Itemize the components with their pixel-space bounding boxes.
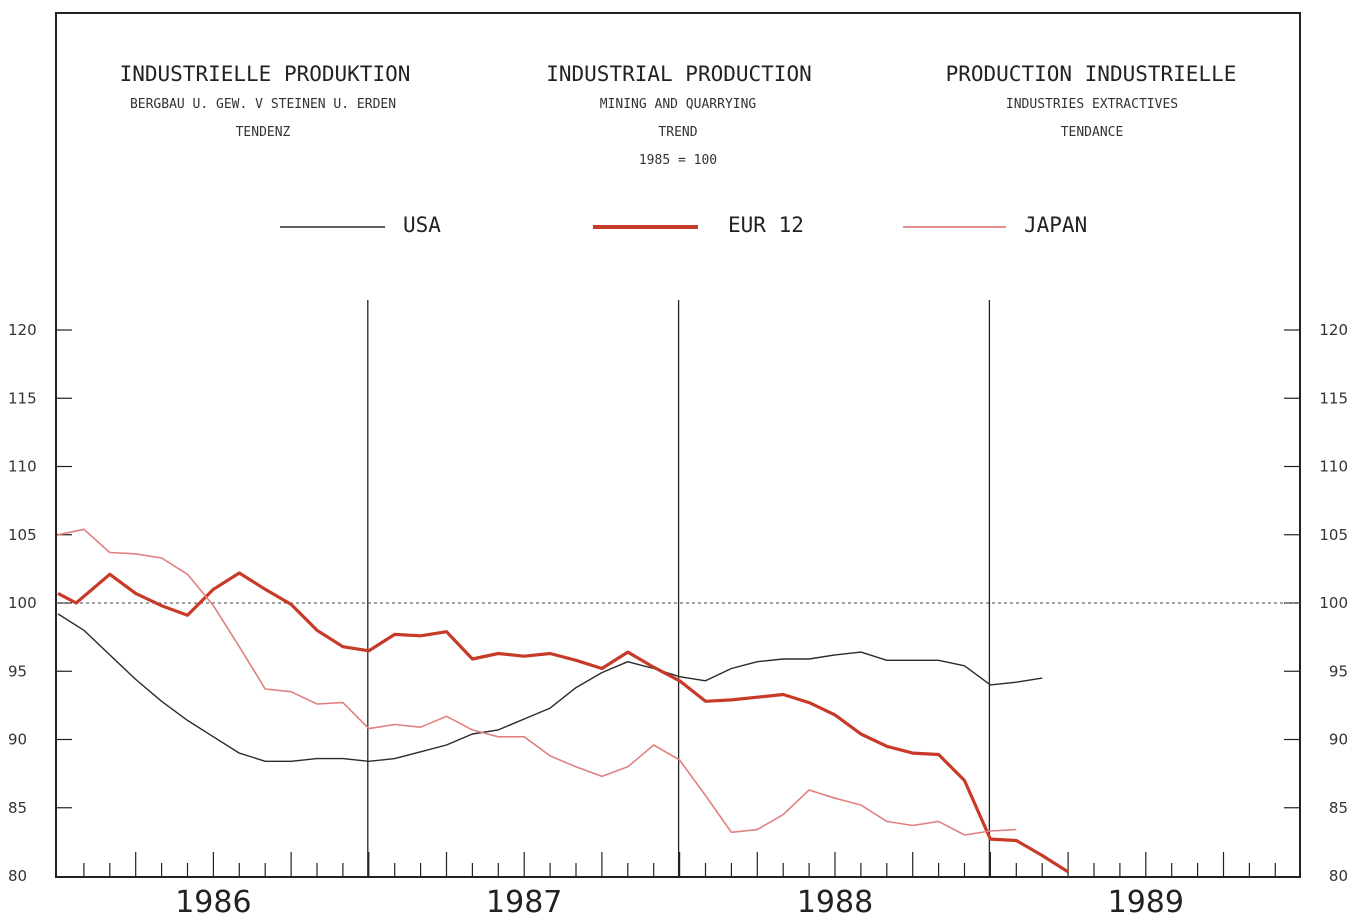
y-tick-label-right: 110 bbox=[1319, 458, 1348, 476]
note-fr: TENDANCE bbox=[1061, 125, 1124, 140]
y-tick-label-right: 90 bbox=[1329, 731, 1348, 749]
x-year-label: 1988 bbox=[797, 885, 873, 915]
y-tick-label-left: 85 bbox=[8, 799, 27, 817]
y-tick-label-right: 105 bbox=[1319, 526, 1348, 544]
series-line-usa bbox=[57, 613, 1043, 762]
series-line-japan bbox=[57, 528, 1017, 836]
y-tick-label-left: 80 bbox=[8, 867, 27, 885]
subtitle-en: MINING AND QUARRYING bbox=[600, 97, 757, 112]
base-note: 1985 = 100 bbox=[639, 153, 717, 168]
y-tick-label-left: 90 bbox=[8, 731, 27, 749]
y-tick-label-right: 100 bbox=[1319, 594, 1348, 612]
title-en: INDUSTRIAL PRODUCTION bbox=[546, 62, 812, 86]
y-tick-label-left: 100 bbox=[8, 594, 37, 612]
legend-label-eur12: EUR 12 bbox=[728, 213, 804, 237]
y-tick-label-right: 120 bbox=[1319, 321, 1348, 339]
y-tick-label-left: 115 bbox=[8, 389, 37, 407]
axes: 120 120 115 115 110 110 105 105 100 100 95 95 90 90 85… bbox=[8, 300, 1348, 915]
y-tick-label-right: 115 bbox=[1319, 389, 1348, 407]
y-tick-label-left: 110 bbox=[8, 458, 37, 476]
series-group bbox=[57, 528, 1069, 874]
title-fr: PRODUCTION INDUSTRIELLE bbox=[946, 62, 1237, 86]
x-year-label: 1989 bbox=[1108, 885, 1184, 915]
y-tick-label-right: 85 bbox=[1329, 799, 1348, 817]
series-line-eur12 bbox=[57, 571, 1069, 874]
chart-frame bbox=[55, 12, 1301, 878]
y-tick-label-right: 95 bbox=[1329, 662, 1348, 680]
y-tick-label-left: 95 bbox=[8, 662, 27, 680]
x-year-label: 1986 bbox=[175, 885, 251, 915]
note-de: TENDENZ bbox=[236, 125, 291, 140]
note-en: TREND bbox=[658, 125, 697, 140]
x-year-label: 1987 bbox=[486, 885, 562, 915]
y-tick-label-right: 80 bbox=[1329, 867, 1348, 885]
y-tick-label-left: 120 bbox=[8, 321, 37, 339]
subtitle-de: BERGBAU U. GEW. V STEINEN U. ERDEN bbox=[130, 97, 396, 112]
legend-label-japan: JAPAN bbox=[1024, 213, 1087, 237]
subtitle-fr: INDUSTRIES EXTRACTIVES bbox=[1006, 97, 1178, 112]
legend-label-usa: USA bbox=[403, 213, 441, 237]
y-tick-label-left: 105 bbox=[8, 526, 37, 544]
title-de: INDUSTRIELLE PRODUKTION bbox=[120, 62, 411, 86]
